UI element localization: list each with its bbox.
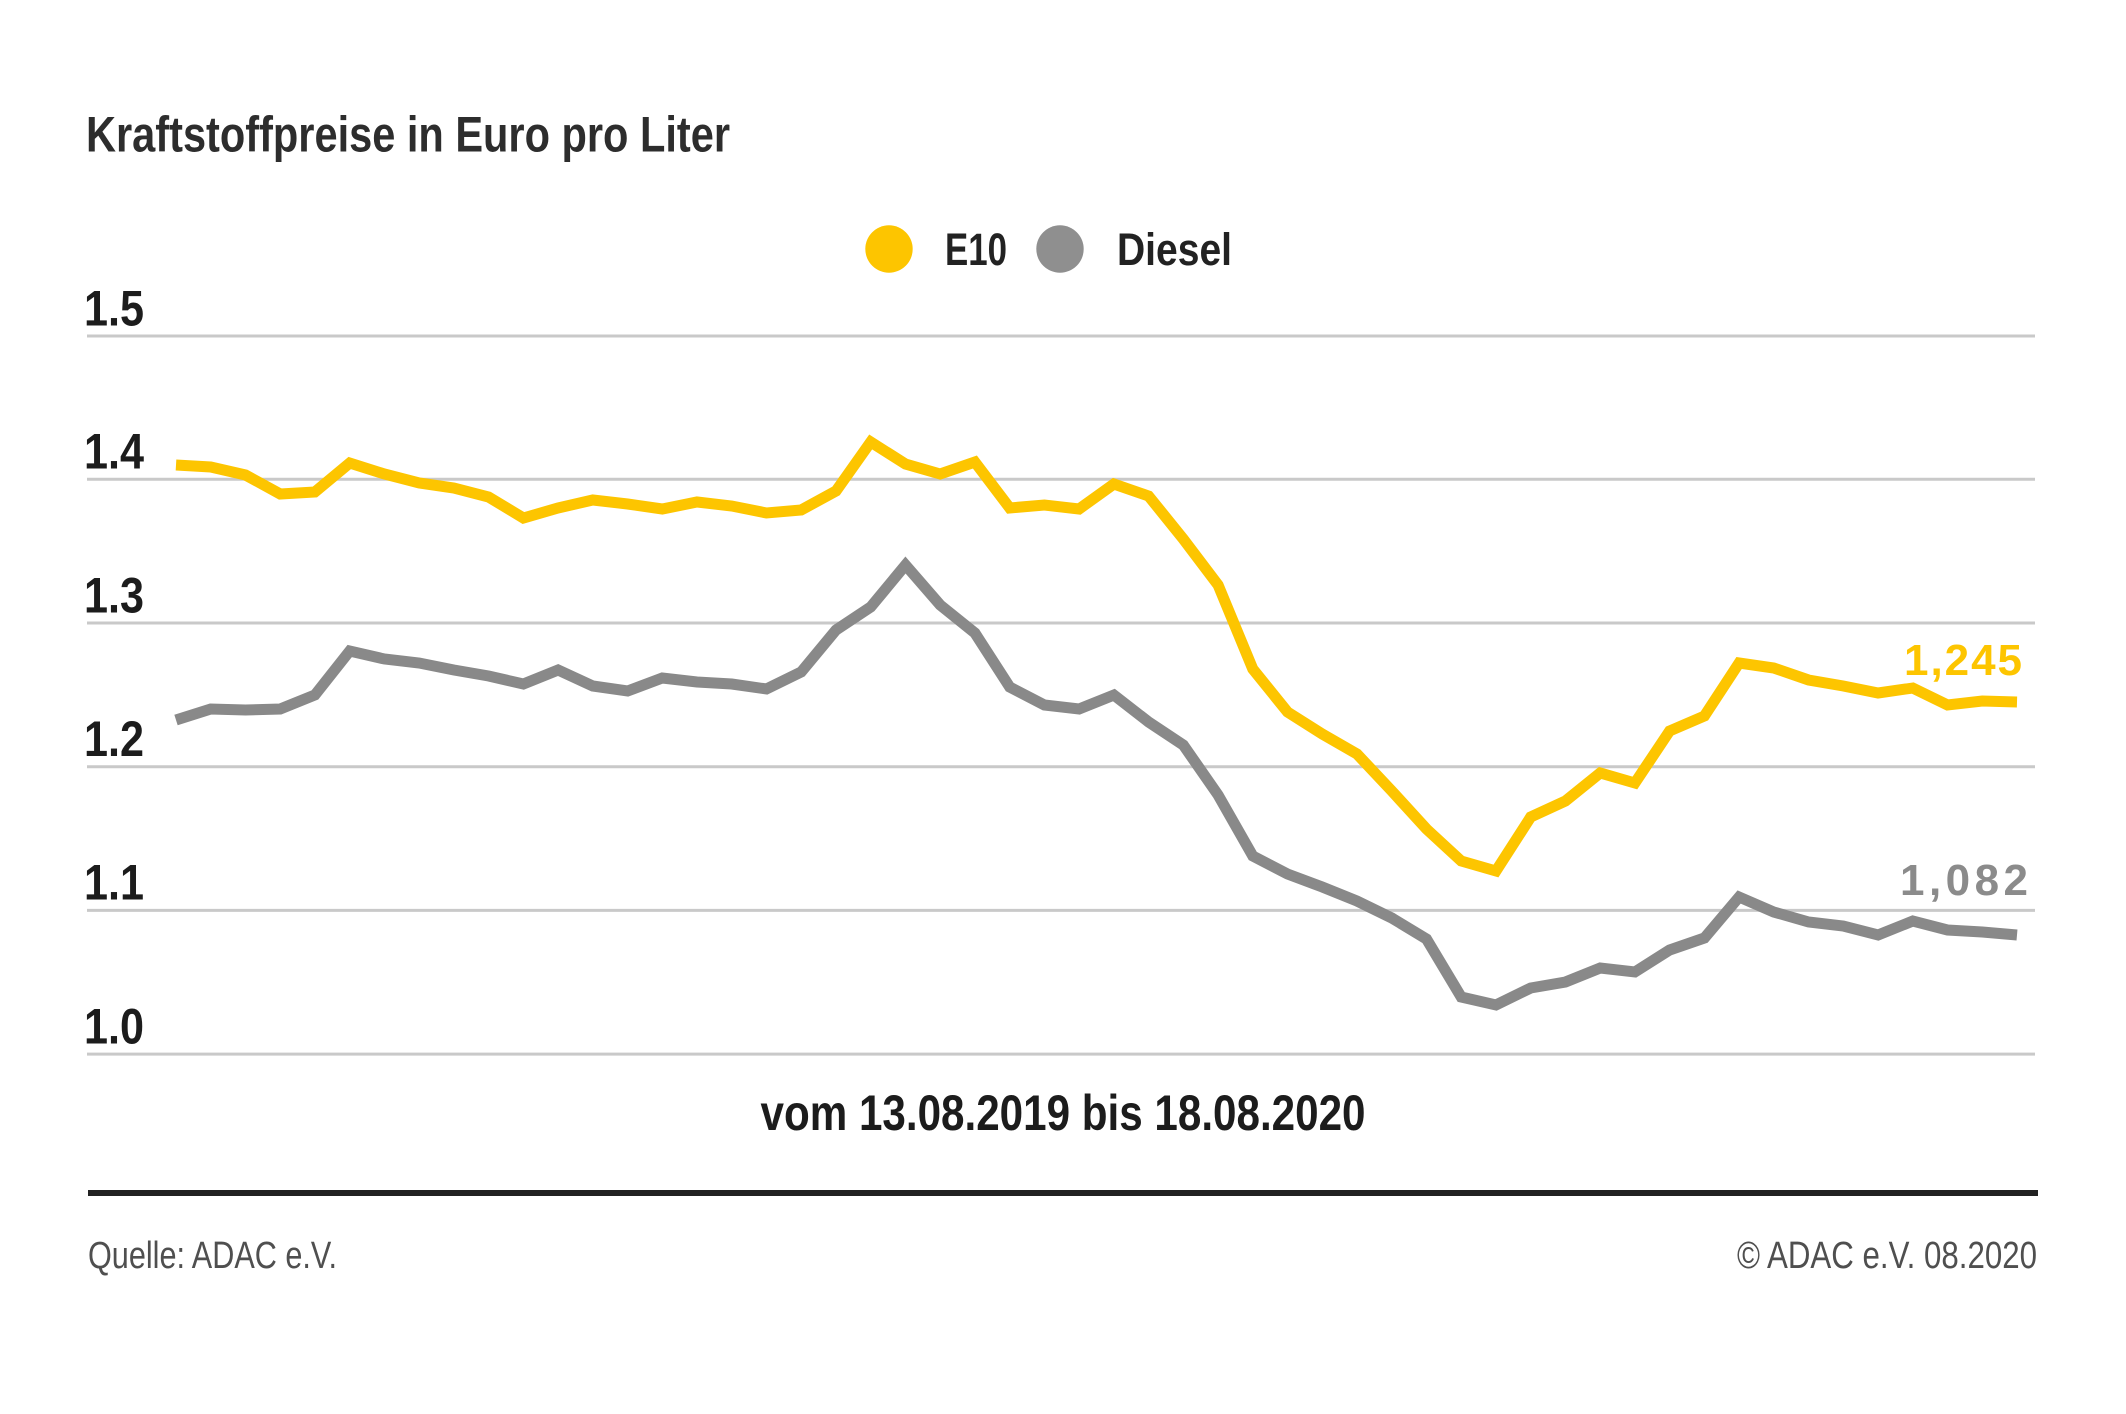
- svg-text:Diesel: Diesel: [1117, 224, 1232, 275]
- svg-text:1.0: 1.0: [84, 998, 144, 1054]
- svg-text:© ADAC e.V. 08.2020: © ADAC e.V. 08.2020: [1737, 1235, 2037, 1277]
- svg-text:1.3: 1.3: [84, 567, 144, 623]
- svg-text:Quelle: ADAC e.V.: Quelle: ADAC e.V.: [88, 1235, 337, 1277]
- svg-text:1.5: 1.5: [84, 280, 144, 336]
- svg-text:1.4: 1.4: [84, 424, 144, 480]
- svg-text:1.2: 1.2: [84, 711, 144, 767]
- svg-text:1.1: 1.1: [84, 855, 144, 911]
- svg-text:Kraftstoffpreise in Euro pro L: Kraftstoffpreise in Euro pro Liter: [86, 107, 730, 163]
- svg-text:1,082: 1,082: [1900, 856, 2028, 905]
- svg-text:1,245: 1,245: [1904, 636, 2022, 685]
- svg-text:E10: E10: [945, 224, 1007, 275]
- svg-text:vom 13.08.2019 bis 18.08.2020: vom 13.08.2019 bis 18.08.2020: [761, 1085, 1366, 1141]
